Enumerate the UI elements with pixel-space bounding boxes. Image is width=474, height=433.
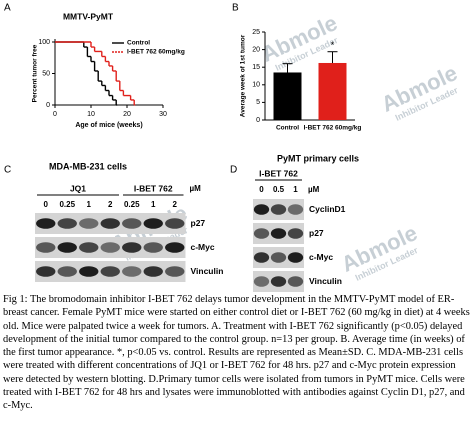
- band: [57, 218, 77, 229]
- panel-letter: C: [4, 165, 11, 176]
- legend-label: Control: [127, 40, 150, 47]
- band: [165, 266, 185, 277]
- lane-label: 0.25: [124, 200, 140, 209]
- lane-label: 1: [87, 200, 92, 209]
- band: [122, 266, 142, 277]
- blot-title: MDA-MB-231 cells: [49, 161, 127, 171]
- row-label: Vinculin: [309, 276, 342, 286]
- band: [36, 266, 56, 277]
- group-label: I-BET 762: [134, 183, 173, 193]
- unit-label: µM: [190, 184, 202, 193]
- row-label: c-Myc: [309, 252, 333, 262]
- annotation: *: [331, 40, 335, 50]
- lane-label: 2: [173, 200, 178, 209]
- band: [287, 204, 304, 215]
- y-axis-label: Average week of 1st tumor: [240, 34, 247, 117]
- band: [79, 218, 99, 229]
- band: [79, 266, 99, 277]
- band: [57, 242, 77, 253]
- row-label: p27: [191, 218, 206, 228]
- band: [253, 252, 270, 263]
- y-tick-label: 10: [252, 82, 260, 89]
- blot-title: PyMT primary cells: [277, 153, 359, 163]
- panel-letter: D: [230, 165, 237, 176]
- y-tick-label: 25: [252, 29, 260, 36]
- row-label: Vinculin: [191, 266, 224, 276]
- lane-label: 1: [151, 200, 156, 209]
- chart-title: MMTV-PyMT: [63, 11, 114, 21]
- bar: [273, 72, 302, 120]
- legend-label: I-BET 762 60mg/kg: [127, 49, 185, 56]
- band: [165, 242, 185, 253]
- band: [253, 228, 270, 239]
- band: [287, 252, 304, 263]
- band: [253, 276, 270, 287]
- lane-label: 2: [108, 200, 113, 209]
- y-tick-label: 15: [252, 64, 260, 71]
- x-tick-label: 20: [123, 111, 131, 118]
- band: [165, 218, 185, 229]
- band: [143, 218, 163, 229]
- x-tick-label: 10: [87, 111, 95, 118]
- lane-label: 0.25: [59, 200, 75, 209]
- lane-label: 0: [44, 200, 49, 209]
- x-tick-label: Control: [276, 125, 299, 132]
- group-label: I-BET 762: [259, 168, 298, 178]
- band: [100, 242, 120, 253]
- band: [79, 242, 99, 253]
- caption: Fig 1: The bromodomain inhibitor I-BET 7…: [3, 294, 470, 412]
- band: [270, 204, 287, 215]
- band: [122, 218, 142, 229]
- y-tick-label: 0: [256, 117, 260, 124]
- row-label: p27: [309, 228, 324, 238]
- lane-label: 0: [259, 185, 264, 194]
- panel-letter: A: [4, 3, 11, 14]
- group-label: JQ1: [70, 183, 86, 193]
- band: [287, 228, 304, 239]
- band: [270, 228, 287, 239]
- row-label: CyclinD1: [309, 204, 346, 214]
- lane-label: 1: [293, 185, 298, 194]
- band: [122, 242, 142, 253]
- band: [100, 266, 120, 277]
- y-tick-label: 20: [252, 46, 260, 53]
- band: [143, 266, 163, 277]
- y-tick-label: 100: [38, 39, 50, 46]
- row-label: c-Myc: [191, 242, 215, 252]
- lane-label: 0.5: [273, 185, 285, 194]
- y-tick-label: 50: [42, 70, 50, 77]
- y-axis-label: Percent tumor free: [32, 44, 39, 102]
- band: [253, 204, 270, 215]
- x-tick-label: 0: [53, 111, 57, 118]
- band: [36, 242, 56, 253]
- band: [270, 276, 287, 287]
- band: [287, 276, 304, 287]
- bar: [318, 62, 347, 120]
- y-tick-label: 5: [256, 99, 260, 106]
- x-tick-label: 30: [159, 111, 167, 118]
- band: [270, 252, 287, 263]
- x-axis-label: Age of mice (weeks): [75, 122, 142, 129]
- band: [57, 266, 77, 277]
- panel-letter: B: [232, 3, 239, 14]
- unit-label: µM: [308, 185, 320, 194]
- band: [100, 218, 120, 229]
- y-tick-label: 0: [46, 102, 50, 109]
- band: [36, 218, 56, 229]
- band: [143, 242, 163, 253]
- x-tick-label: I-BET 762 60mg/kg: [304, 125, 362, 132]
